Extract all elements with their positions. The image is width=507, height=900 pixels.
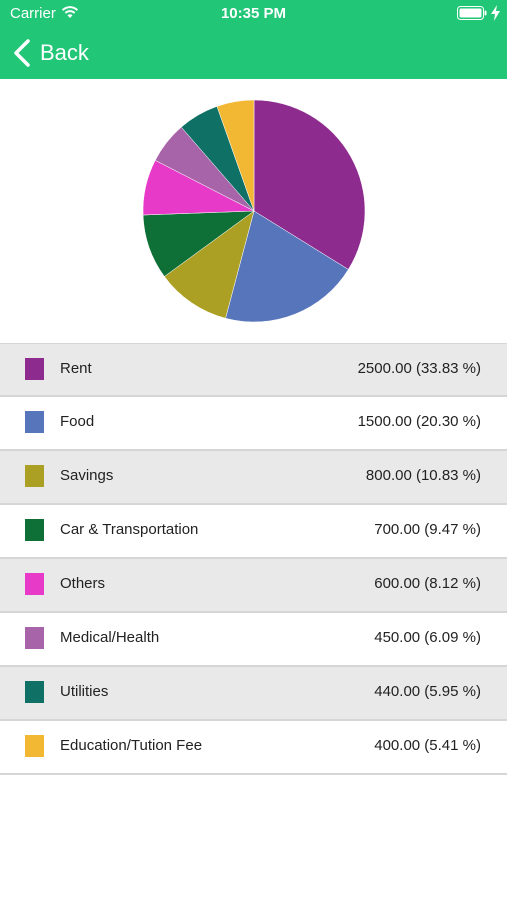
pie-slice[interactable]: [216, 99, 255, 212]
pie-slice[interactable]: [225, 210, 349, 323]
color-swatch: [25, 358, 44, 380]
pie-chart-area: [0, 79, 507, 343]
back-button[interactable]: Back: [12, 36, 89, 70]
category-amount: 700.00 (9.47 %): [374, 521, 481, 538]
category-label: Savings: [60, 467, 114, 484]
category-label: Medical/Health: [60, 629, 160, 646]
status-bar: Carrier 10:35 PM: [0, 0, 507, 28]
category-label: Car & Transportation: [60, 521, 199, 538]
legend-row[interactable]: Rent 2500.00 (33.83 %): [0, 343, 507, 397]
legend-row[interactable]: Food 1500.00 (20.30 %): [0, 397, 507, 451]
category-amount: 400.00 (5.41 %): [374, 737, 481, 754]
legend-row[interactable]: Education/Tution Fee 400.00 (5.41 %): [0, 721, 507, 775]
category-amount: 450.00 (6.09 %): [374, 629, 481, 646]
category-amount: 440.00 (5.95 %): [374, 683, 481, 700]
navigation-bar: Back: [0, 28, 507, 79]
back-label: Back: [40, 40, 89, 65]
category-label: Rent: [60, 360, 92, 377]
status-time: 10:35 PM: [220, 5, 287, 22]
category-amount: 800.00 (10.83 %): [365, 467, 481, 484]
category-amount: 600.00 (8.12 %): [374, 575, 481, 592]
category-label: Food: [60, 413, 95, 430]
pie-slice[interactable]: [164, 210, 255, 319]
legend-list: Rent 2500.00 (33.83 %) Food 1500.00 (20.30 …: [0, 343, 507, 775]
legend-row[interactable]: Utilities 440.00 (5.95 %): [0, 667, 507, 721]
legend-row[interactable]: Medical/Health 450.00 (6.09 %): [0, 613, 507, 667]
charging-bolt-icon: [491, 5, 500, 21]
color-swatch: [25, 411, 44, 433]
legend-row[interactable]: Car & Transportation 700.00 (9.47 %): [0, 505, 507, 559]
color-swatch: [25, 519, 44, 541]
category-amount: 1500.00 (20.30 %): [357, 413, 481, 430]
pie-slice[interactable]: [253, 99, 366, 270]
category-label: Others: [60, 575, 106, 592]
legend-row[interactable]: Savings 800.00 (10.83 %): [0, 451, 507, 505]
color-swatch: [25, 573, 44, 595]
color-swatch: [25, 465, 44, 487]
legend-row[interactable]: Others 600.00 (8.12 %): [0, 559, 507, 613]
chevron-left-icon: [14, 39, 30, 67]
battery-icon: [457, 6, 487, 20]
wifi-icon: [61, 6, 79, 18]
color-swatch: [25, 735, 44, 757]
color-swatch: [25, 627, 44, 649]
category-label: Utilities: [60, 683, 109, 700]
category-amount: 2500.00 (33.83 %): [357, 360, 481, 377]
carrier-label: Carrier: [10, 5, 56, 22]
category-label: Education/Tution Fee: [60, 737, 203, 754]
pie-chart: [142, 99, 366, 323]
color-swatch: [25, 681, 44, 703]
